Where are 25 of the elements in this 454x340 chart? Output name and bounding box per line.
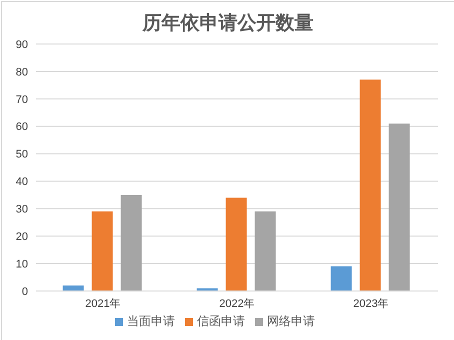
y-tick-label: 80 — [16, 66, 28, 78]
y-tick-label: 90 — [16, 38, 28, 51]
y-tick-label: 40 — [16, 176, 28, 188]
y-tick-label: 10 — [16, 258, 28, 270]
bar — [254, 211, 276, 291]
y-tick-label: 70 — [16, 94, 28, 106]
y-tick-label: 0 — [22, 286, 28, 298]
legend-label: 网络申请 — [267, 314, 315, 328]
y-tick-label: 20 — [16, 231, 28, 244]
bar — [92, 211, 113, 291]
x-tick-label: 2021年 — [85, 298, 121, 310]
bar — [226, 198, 247, 291]
y-tick-label: 50 — [16, 148, 28, 161]
legend-label: 信函申请 — [197, 314, 245, 328]
bar — [62, 286, 84, 291]
bar — [120, 194, 142, 291]
bar — [360, 80, 381, 291]
x-tick-label: 2023年 — [353, 298, 389, 310]
y-tick-label: 30 — [16, 204, 28, 216]
x-tick-label: 2022年 — [219, 298, 255, 310]
chart-title: 历年依申请公开数量 — [141, 11, 314, 36]
bar — [330, 266, 352, 291]
y-tick-label: 60 — [16, 121, 28, 134]
legend-label: 当面申请 — [127, 314, 175, 328]
bar — [388, 124, 410, 291]
